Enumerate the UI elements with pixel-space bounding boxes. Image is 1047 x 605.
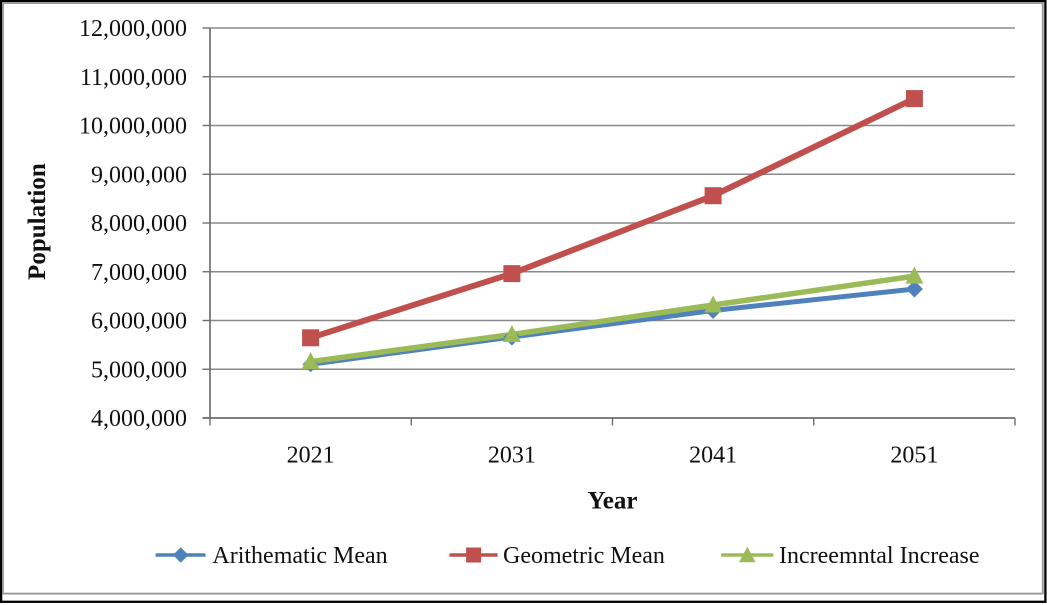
svg-text:4,000,000: 4,000,000 (91, 406, 187, 432)
svg-text:Increemntal Increase: Increemntal Increase (779, 543, 980, 569)
svg-text:10,000,000: 10,000,000 (79, 114, 187, 140)
svg-text:2031: 2031 (488, 443, 536, 469)
svg-text:12,000,000: 12,000,000 (79, 16, 187, 42)
svg-text:2051: 2051 (890, 443, 938, 469)
svg-text:2041: 2041 (689, 443, 737, 469)
svg-text:8,000,000: 8,000,000 (91, 211, 187, 237)
svg-text:Year: Year (588, 488, 638, 515)
svg-text:9,000,000: 9,000,000 (91, 162, 187, 188)
svg-text:11,000,000: 11,000,000 (80, 65, 187, 91)
svg-text:6,000,000: 6,000,000 (91, 309, 187, 335)
svg-text:2021: 2021 (287, 443, 335, 469)
svg-text:Geometric Mean: Geometric Mean (503, 543, 665, 569)
svg-text:Arithematic Mean: Arithematic Mean (212, 543, 387, 569)
svg-text:7,000,000: 7,000,000 (91, 260, 187, 286)
svg-text:Population: Population (24, 163, 51, 280)
svg-text:5,000,000: 5,000,000 (91, 357, 187, 383)
